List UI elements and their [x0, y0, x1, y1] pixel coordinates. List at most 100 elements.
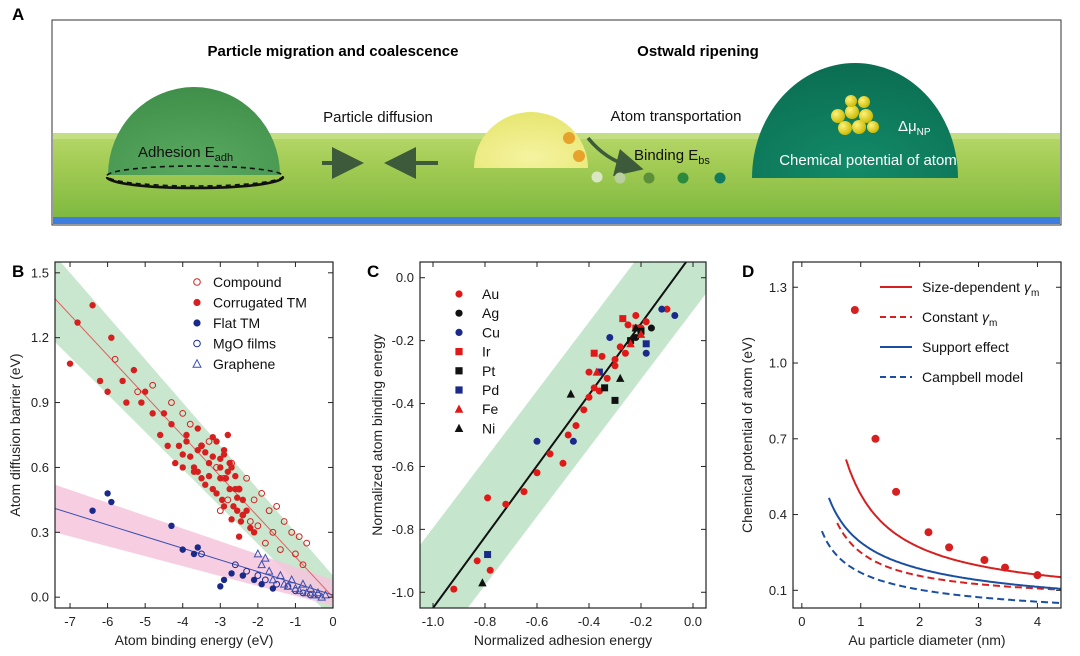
- data-point: [277, 546, 284, 554]
- data-point: [621, 349, 629, 357]
- series-ni: [478, 323, 640, 587]
- y-tick-label: 1.3: [769, 280, 787, 295]
- data-point: [205, 438, 213, 445]
- chart-d: 0 1 2 3 4 0.1 0.4 0.7 1.0 1.3 Au particle diameter…: [739, 261, 1062, 648]
- data-point: [619, 315, 627, 323]
- legend-label: Au: [482, 286, 499, 302]
- data-point: [104, 490, 111, 497]
- plot-area-b: [55, 262, 333, 608]
- x-tick-label: 3: [975, 614, 982, 629]
- y-tick-label: 0.0: [396, 270, 414, 285]
- data-point: [606, 333, 614, 341]
- x-tick-label: -0.6: [526, 614, 548, 629]
- data-point: [603, 374, 611, 382]
- data-point: [294, 585, 304, 595]
- y-tick-label: 1.2: [31, 330, 49, 345]
- data-point: [484, 494, 492, 502]
- x-tick-label: -0.8: [474, 614, 496, 629]
- legend-marker: [455, 309, 463, 317]
- schematic-title-left: Particle migration and coalescence: [208, 43, 459, 60]
- transport-arrow: [586, 136, 644, 177]
- legend-label: Pt: [482, 363, 495, 379]
- series-line: [836, 522, 1061, 591]
- support-edge: [53, 217, 1060, 224]
- data-point: [590, 384, 598, 392]
- data-point: [205, 472, 213, 480]
- y-axis-label: Normalized atom binding energy: [369, 334, 385, 536]
- data-point: [149, 381, 157, 389]
- chart-c: -1.0 -0.8 -0.6 -0.4 -0.2 0.0 -1.0 -0.8 -0.6 -0.4 -…: [369, 261, 707, 648]
- data-point: [183, 438, 190, 445]
- legend-label: Pd: [482, 382, 499, 398]
- data-point: [228, 516, 235, 523]
- data-point: [313, 587, 323, 597]
- x-tick-label: -2: [252, 614, 264, 629]
- data-point: [258, 581, 265, 588]
- data-point: [569, 437, 577, 445]
- data-point: [250, 496, 258, 504]
- atom-orange: [573, 150, 585, 162]
- data-point: [261, 576, 269, 584]
- data-point: [283, 581, 293, 590]
- data-point: [478, 578, 487, 587]
- legend-label: Corrugated TM: [213, 295, 307, 311]
- data-point: [590, 349, 598, 357]
- data-point: [671, 311, 679, 319]
- data-point: [257, 559, 266, 569]
- legend-label: Fe: [482, 401, 499, 417]
- data-point: [130, 366, 138, 374]
- nanoparticle-right: [752, 63, 958, 178]
- x-tick-label: 1: [857, 614, 864, 629]
- y-tick-label: 0.7: [769, 431, 787, 446]
- data-point: [194, 425, 201, 432]
- data-point: [217, 583, 224, 590]
- data-point: [239, 496, 247, 504]
- data-point: [484, 551, 492, 559]
- data-point: [234, 507, 241, 514]
- data-point: [123, 399, 130, 406]
- legend-marker: [193, 278, 201, 286]
- legend-label: Size-dependent γm: [922, 279, 1039, 299]
- data-point: [632, 311, 640, 319]
- data-point: [232, 485, 239, 493]
- y-tick-label: 0.0: [31, 590, 49, 605]
- data-point: [663, 305, 671, 313]
- data-point: [595, 368, 603, 376]
- y-tick-label: -1.0: [392, 585, 414, 600]
- data-point: [871, 434, 880, 443]
- series-flat-tm: [89, 490, 277, 592]
- data-point: [254, 572, 262, 579]
- data-point: [945, 543, 954, 552]
- data-point: [533, 469, 541, 477]
- data-point: [298, 579, 308, 588]
- panel-c-label: C: [367, 262, 379, 281]
- data-point: [287, 574, 297, 584]
- data-point: [486, 566, 494, 574]
- y-tick-label: 0.4: [769, 507, 787, 522]
- y-tick-label: 1.5: [31, 265, 49, 280]
- data-point: [156, 431, 164, 439]
- particle-diffusion-label: Particle diffusion: [323, 109, 433, 126]
- data-point: [168, 522, 175, 530]
- x-axis-label: Normalized adhesion energy: [474, 632, 652, 648]
- legend-label: Compound: [213, 274, 282, 290]
- schematic-title-right: Ostwald ripening: [637, 43, 759, 60]
- binding-label: Binding Ebs: [634, 147, 710, 167]
- data-point: [288, 528, 296, 536]
- legend-label: Ni: [482, 420, 495, 436]
- data-point: [160, 410, 168, 417]
- data-point: [559, 459, 567, 467]
- series-cu: [533, 305, 679, 445]
- data-point: [473, 557, 481, 565]
- data-point: [269, 585, 277, 592]
- data-point: [237, 518, 245, 525]
- x-tick-label: -6: [102, 614, 114, 629]
- data-point: [226, 485, 233, 493]
- legend-marker: [193, 319, 201, 327]
- data-point: [269, 528, 277, 536]
- schematic: Particle migration and coalescence Ostwa…: [51, 19, 1062, 226]
- legend-c: Au Ag Cu Ir Pt Pd Fe Ni: [454, 286, 500, 436]
- data-point: [616, 343, 624, 351]
- data-point: [585, 393, 593, 401]
- data-point: [119, 377, 126, 385]
